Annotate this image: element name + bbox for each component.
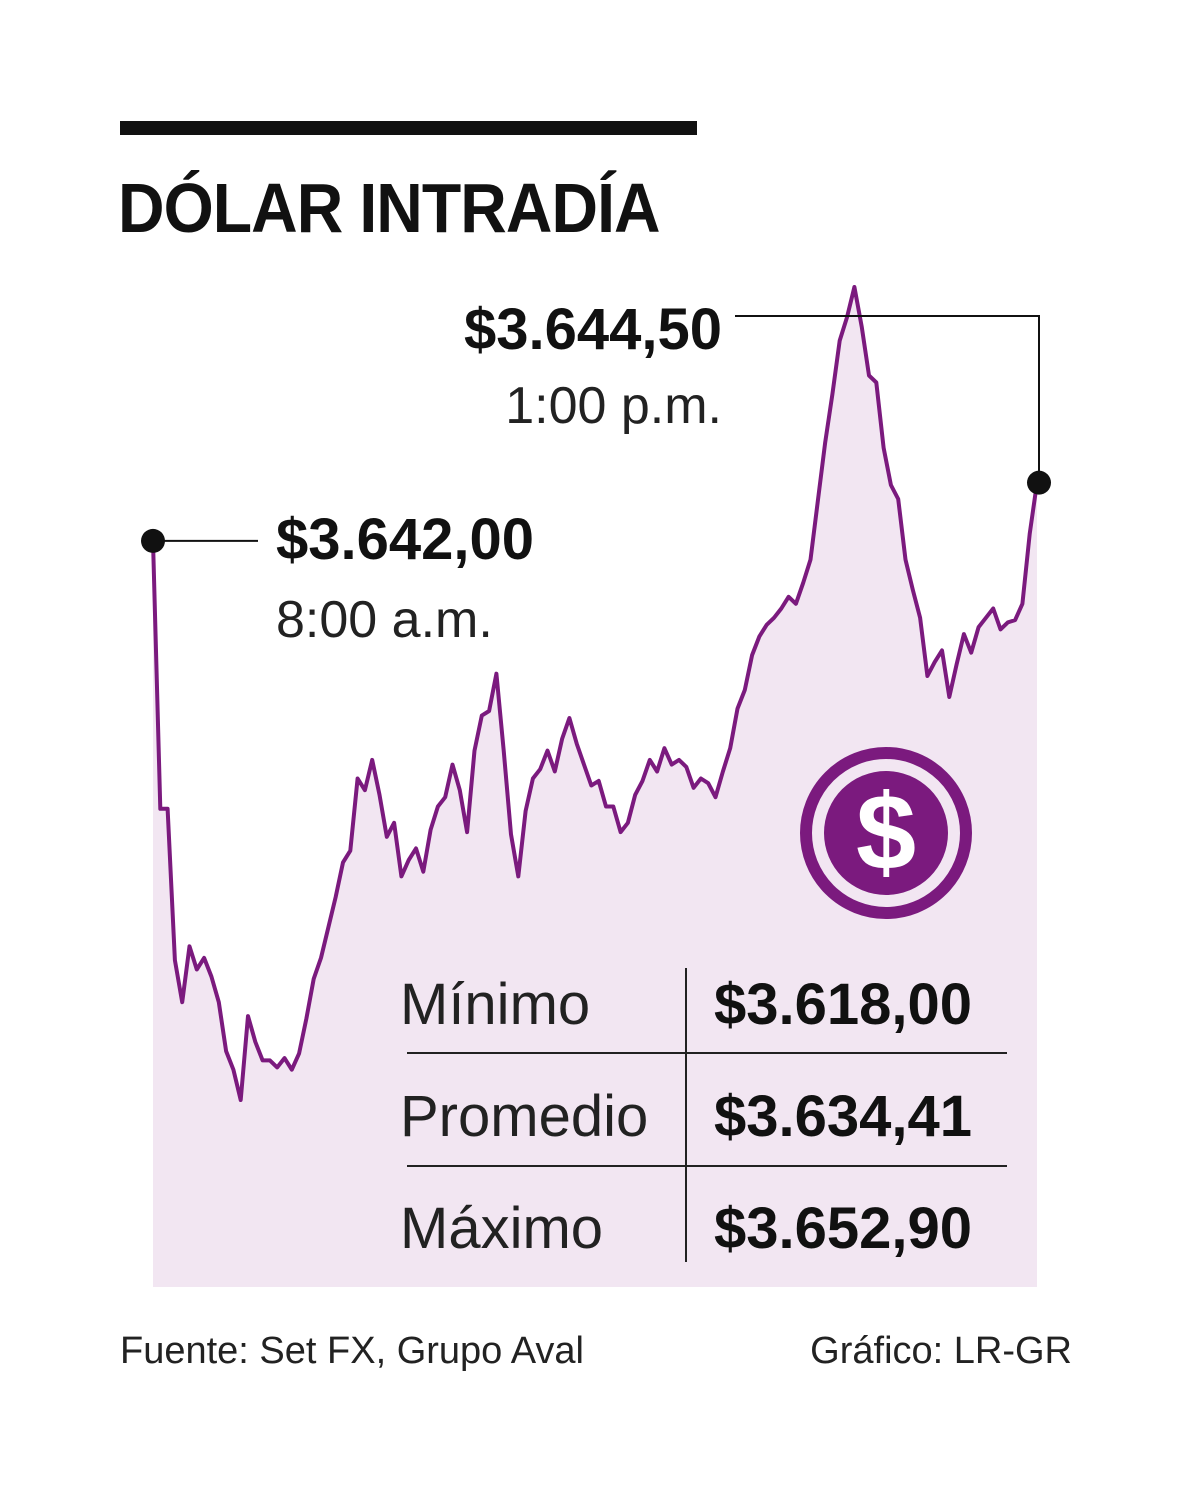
stats-label-min: Mínimo xyxy=(400,972,591,1037)
title-rule xyxy=(120,121,697,135)
stats-value-min: $3.618,00 xyxy=(714,972,973,1037)
stats-table: Mínimo $3.618,00 Promedio $3.634,41 Máxi… xyxy=(400,968,1015,1304)
chart-area-fill xyxy=(153,287,1037,1287)
stats-row-max: Máximo $3.652,90 xyxy=(400,1192,1015,1304)
stats-label-avg: Promedio xyxy=(400,1084,649,1149)
annotation-close-value: $3.644,50 xyxy=(463,297,722,362)
annotation-close-time: 1:00 p.m. xyxy=(505,377,722,435)
marker-close xyxy=(1027,470,1051,495)
marker-open xyxy=(141,528,165,553)
annotation-open-time: 8:00 a.m. xyxy=(276,591,493,649)
chart-title: DÓLAR INTRADÍA xyxy=(118,169,661,247)
leader-line-close xyxy=(735,315,1040,483)
stats-label-max: Máximo xyxy=(400,1196,604,1261)
chart-series-line xyxy=(151,285,1039,1102)
graphic-credit: Gráfico: LR-GR xyxy=(810,1330,1072,1372)
stats-row-min: Mínimo $3.618,00 xyxy=(400,968,1015,1080)
stats-divider-2 xyxy=(407,1165,1007,1167)
stats-divider-vertical xyxy=(685,968,687,1262)
annotation-open-value: $3.642,00 xyxy=(276,507,535,572)
stats-row-avg: Promedio $3.634,41 xyxy=(400,1080,1015,1192)
svg-text:$: $ xyxy=(856,771,916,892)
dollar-coin-icon: $ xyxy=(800,747,972,919)
stats-value-avg: $3.634,41 xyxy=(714,1084,973,1149)
stats-divider-1 xyxy=(407,1052,1007,1054)
source-note: Fuente: Set FX, Grupo Aval xyxy=(120,1330,584,1372)
stats-value-max: $3.652,90 xyxy=(714,1196,973,1261)
